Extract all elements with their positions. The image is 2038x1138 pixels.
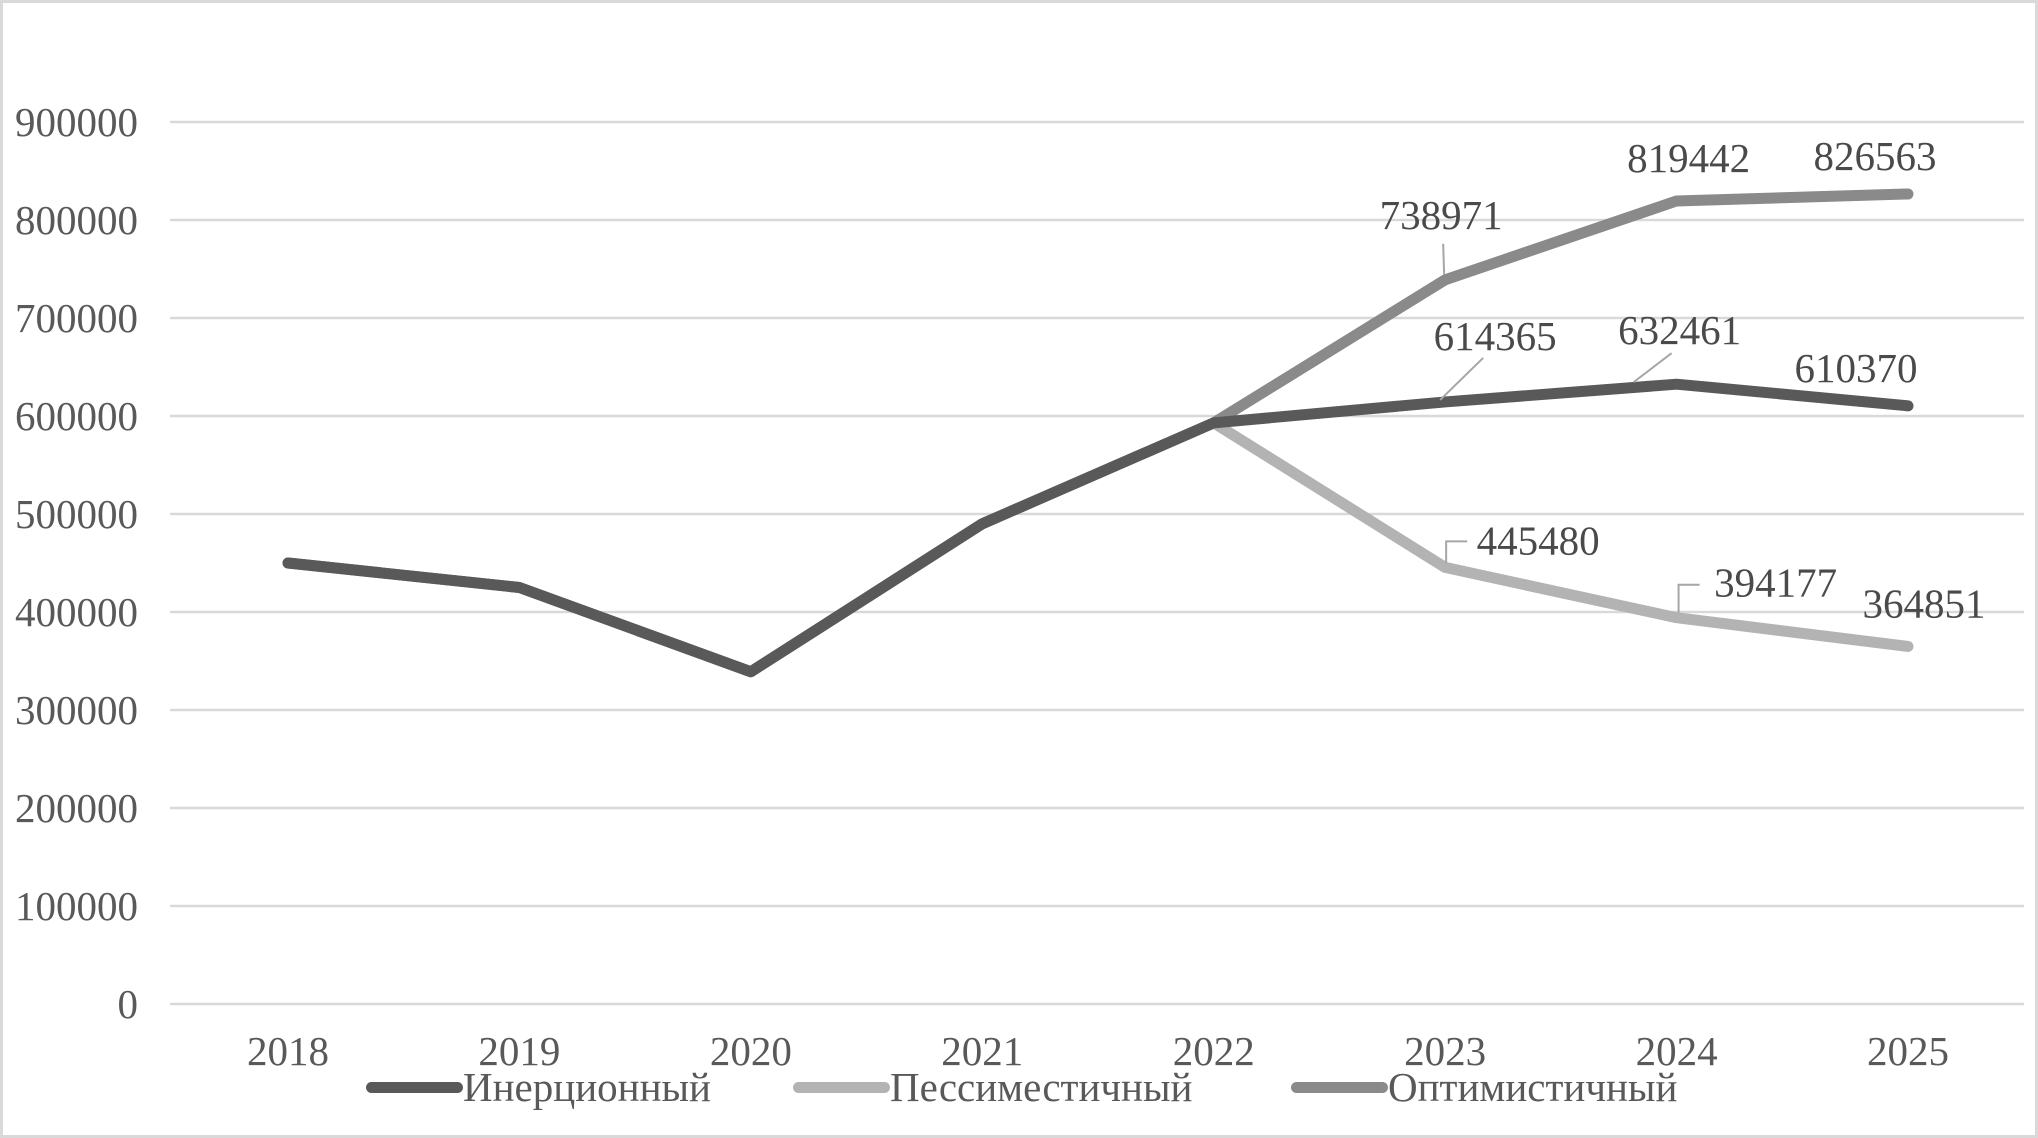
data-label-optimistic-2025: 826563	[1814, 133, 1937, 179]
y-axis-tick-label: 200000	[15, 785, 138, 831]
data-label-pessimistic-2025: 364851	[1863, 580, 1986, 626]
y-axis-tick-label: 700000	[15, 295, 138, 341]
data-label-pessimistic-2024: 394177	[1714, 560, 1837, 606]
legend-label-pessimistic: Пессиместичный	[890, 1063, 1193, 1110]
y-axis-tick-label: 800000	[15, 197, 138, 243]
data-label-inertial-2024: 632461	[1618, 307, 1741, 353]
chart-plot-area: 0 100000 200000 300000 400000 500000 600000 700…	[15, 99, 2024, 1074]
x-axis-tick-label: 2018	[247, 1028, 329, 1074]
data-label-leader-line	[1445, 540, 1468, 564]
data-label-optimistic-2024: 819442	[1627, 135, 1750, 181]
series-line-pessimistic	[282, 417, 1914, 678]
data-label-inertial-2025: 610370	[1795, 345, 1918, 391]
y-axis-tick-label: 900000	[15, 99, 138, 145]
data-label-inertial-2023: 614365	[1434, 313, 1557, 359]
legend-marker-optimistic	[1291, 1081, 1388, 1093]
x-axis-tick-label: 2021	[941, 1028, 1023, 1074]
y-axis-tick-label: 100000	[15, 883, 138, 929]
y-axis-tick-label: 600000	[15, 393, 138, 439]
data-label-leader-line	[1632, 352, 1673, 383]
x-axis-tick-label: 2025	[1867, 1028, 1949, 1074]
data-label-optimistic-2023: 738971	[1380, 192, 1503, 238]
y-axis-tick-label: 500000	[15, 491, 138, 537]
y-axis-tick-label: 0	[118, 981, 139, 1027]
legend-item-pessimistic: Пессиместичный	[793, 1059, 1192, 1115]
data-label-leader-line	[1677, 583, 1700, 613]
series-line-optimistic	[282, 188, 1914, 678]
y-axis-tick-label: 300000	[15, 687, 138, 733]
data-label-leader-line	[1442, 243, 1446, 275]
x-axis-tick-label: 2019	[478, 1028, 560, 1074]
legend-marker-inertial	[366, 1081, 463, 1093]
series-line-inertial	[282, 378, 1914, 678]
x-axis-tick-label: 2024	[1636, 1028, 1718, 1074]
legend-marker-pessimistic	[793, 1081, 890, 1093]
data-label-pessimistic-2023: 445480	[1477, 517, 1600, 563]
legend-label-inertial: Инерционный	[463, 1063, 712, 1110]
legend-label-optimistic: Оптимистичный	[1388, 1063, 1678, 1110]
data-label-leader-line	[1439, 357, 1484, 401]
x-axis-tick-label: 2022	[1173, 1028, 1255, 1074]
x-axis-tick-label: 2023	[1404, 1028, 1486, 1074]
x-axis-tick-label: 2020	[710, 1028, 792, 1074]
chart-legend: Инерционный Пессиместичный Оптимистичный	[3, 1059, 2035, 1115]
legend-item-optimistic: Оптимистичный	[1291, 1059, 1677, 1115]
y-axis-tick-label: 400000	[15, 589, 138, 635]
legend-item-inertial: Инерционный	[366, 1059, 711, 1115]
